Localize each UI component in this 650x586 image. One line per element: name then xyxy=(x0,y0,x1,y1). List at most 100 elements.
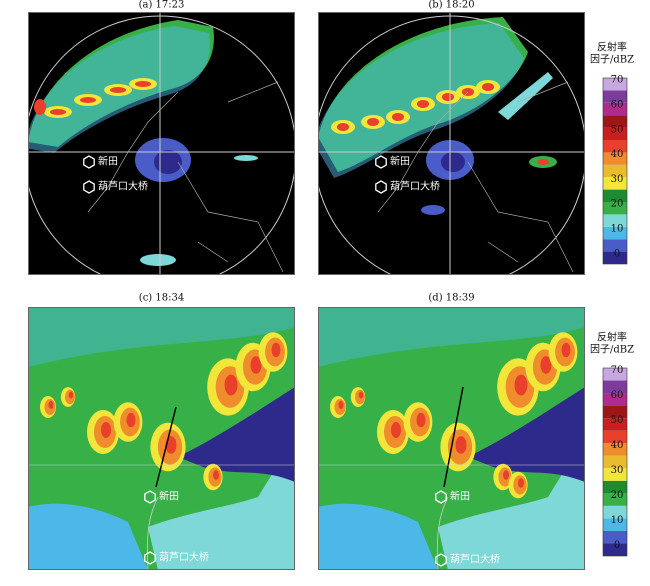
echo xyxy=(518,478,524,488)
echo xyxy=(367,118,379,126)
colorbar-segment xyxy=(603,102,627,116)
echo xyxy=(101,422,111,438)
colorbar-segment xyxy=(603,405,627,419)
colorbar-segment xyxy=(603,443,627,456)
echo-region xyxy=(318,503,438,570)
echo xyxy=(455,436,467,454)
colorbar-tick-label: 0 xyxy=(614,248,620,259)
colorbar-frame xyxy=(602,77,628,265)
echo-region xyxy=(468,387,585,482)
colorbar-title: 反射率 xyxy=(597,41,627,54)
echo-region xyxy=(28,307,295,367)
site-marker xyxy=(435,553,447,567)
frame xyxy=(318,12,585,275)
track-line xyxy=(443,386,464,488)
echo xyxy=(234,155,258,161)
site-label: 新田 xyxy=(450,490,470,503)
track-line xyxy=(155,406,177,488)
boundary xyxy=(87,81,284,273)
colorbar-segment xyxy=(603,455,627,469)
echo xyxy=(224,374,238,396)
echo-region xyxy=(318,307,585,367)
colorbar-segment xyxy=(603,480,627,494)
frame xyxy=(28,307,295,570)
panel-title: (b) 18:20 xyxy=(428,0,474,11)
echo xyxy=(48,401,54,409)
echo xyxy=(213,470,219,480)
colorbar-segment xyxy=(603,380,627,394)
colorbar-tick-label: 40 xyxy=(611,440,624,451)
colorbar-title: 因子/dBZ xyxy=(590,54,634,66)
colorbar-segment xyxy=(603,239,627,252)
colorbar-tick-label: 0 xyxy=(614,540,620,551)
colorbar-segment xyxy=(603,177,627,190)
colorbar-segment xyxy=(603,418,627,431)
colorbar-tick-label: 50 xyxy=(611,124,624,135)
echo xyxy=(358,391,364,399)
colorbar-segment xyxy=(603,368,627,381)
echo xyxy=(514,374,528,396)
site-label: 葫芦口大桥 xyxy=(159,551,209,564)
echo xyxy=(391,422,401,438)
echo xyxy=(482,83,494,91)
panel-title: (c) 18:34 xyxy=(139,293,184,304)
site-label: 新田 xyxy=(159,490,179,503)
echo xyxy=(503,470,509,480)
site-marker xyxy=(83,155,95,169)
site-label: 新田 xyxy=(98,155,118,168)
echo xyxy=(417,100,429,108)
colorbar-segment xyxy=(603,468,627,481)
colorbar-segment xyxy=(603,430,627,444)
panel-title: (d) 18:39 xyxy=(428,293,474,304)
colorbar-tick-label: 20 xyxy=(611,199,624,210)
echo xyxy=(140,254,176,266)
colorbar-segment xyxy=(603,226,627,240)
colorbar-title: 反射率 xyxy=(597,331,627,344)
river xyxy=(146,496,159,570)
colorbar-segment xyxy=(603,189,627,202)
colorbar-segment xyxy=(603,164,627,178)
colorbar-tick-label: 60 xyxy=(611,100,624,111)
echo-region xyxy=(148,437,295,570)
echo xyxy=(271,342,281,358)
site-marker xyxy=(435,490,447,504)
echo xyxy=(540,356,552,374)
colorbar-tick-label: 70 xyxy=(611,75,624,86)
echo xyxy=(441,152,465,172)
colorbar-tick-label: 60 xyxy=(611,390,624,401)
colorbar-segment xyxy=(603,214,627,227)
colorbar-tick-label: 10 xyxy=(611,515,624,526)
colorbar-segment xyxy=(603,78,627,91)
colorbar-segment xyxy=(603,493,627,506)
echo xyxy=(338,401,344,409)
echo xyxy=(561,342,571,358)
colorbar-segment xyxy=(603,90,627,103)
colorbar-segment xyxy=(603,115,627,128)
colorbar-segment xyxy=(603,140,627,153)
colorbar-tick-label: 30 xyxy=(611,174,624,185)
echo xyxy=(537,159,549,165)
river xyxy=(436,496,449,570)
echo xyxy=(110,87,126,93)
echo xyxy=(337,123,349,131)
site-marker xyxy=(144,490,156,504)
echo xyxy=(416,412,426,428)
colorbar-tick-label: 30 xyxy=(611,465,624,476)
boundary xyxy=(377,81,574,273)
echo xyxy=(250,356,262,374)
colorbar-segment xyxy=(603,530,627,544)
colorbar-segment xyxy=(603,127,627,140)
site-marker xyxy=(375,155,387,169)
echo-region xyxy=(498,72,553,120)
colorbar-tick-label: 10 xyxy=(611,224,624,235)
colorbar-tick-label: 40 xyxy=(611,149,624,160)
echo-region xyxy=(28,503,148,570)
echo xyxy=(68,391,74,399)
echo xyxy=(50,109,66,115)
frame xyxy=(28,12,295,275)
frame xyxy=(318,307,585,570)
echo-region xyxy=(178,387,295,482)
